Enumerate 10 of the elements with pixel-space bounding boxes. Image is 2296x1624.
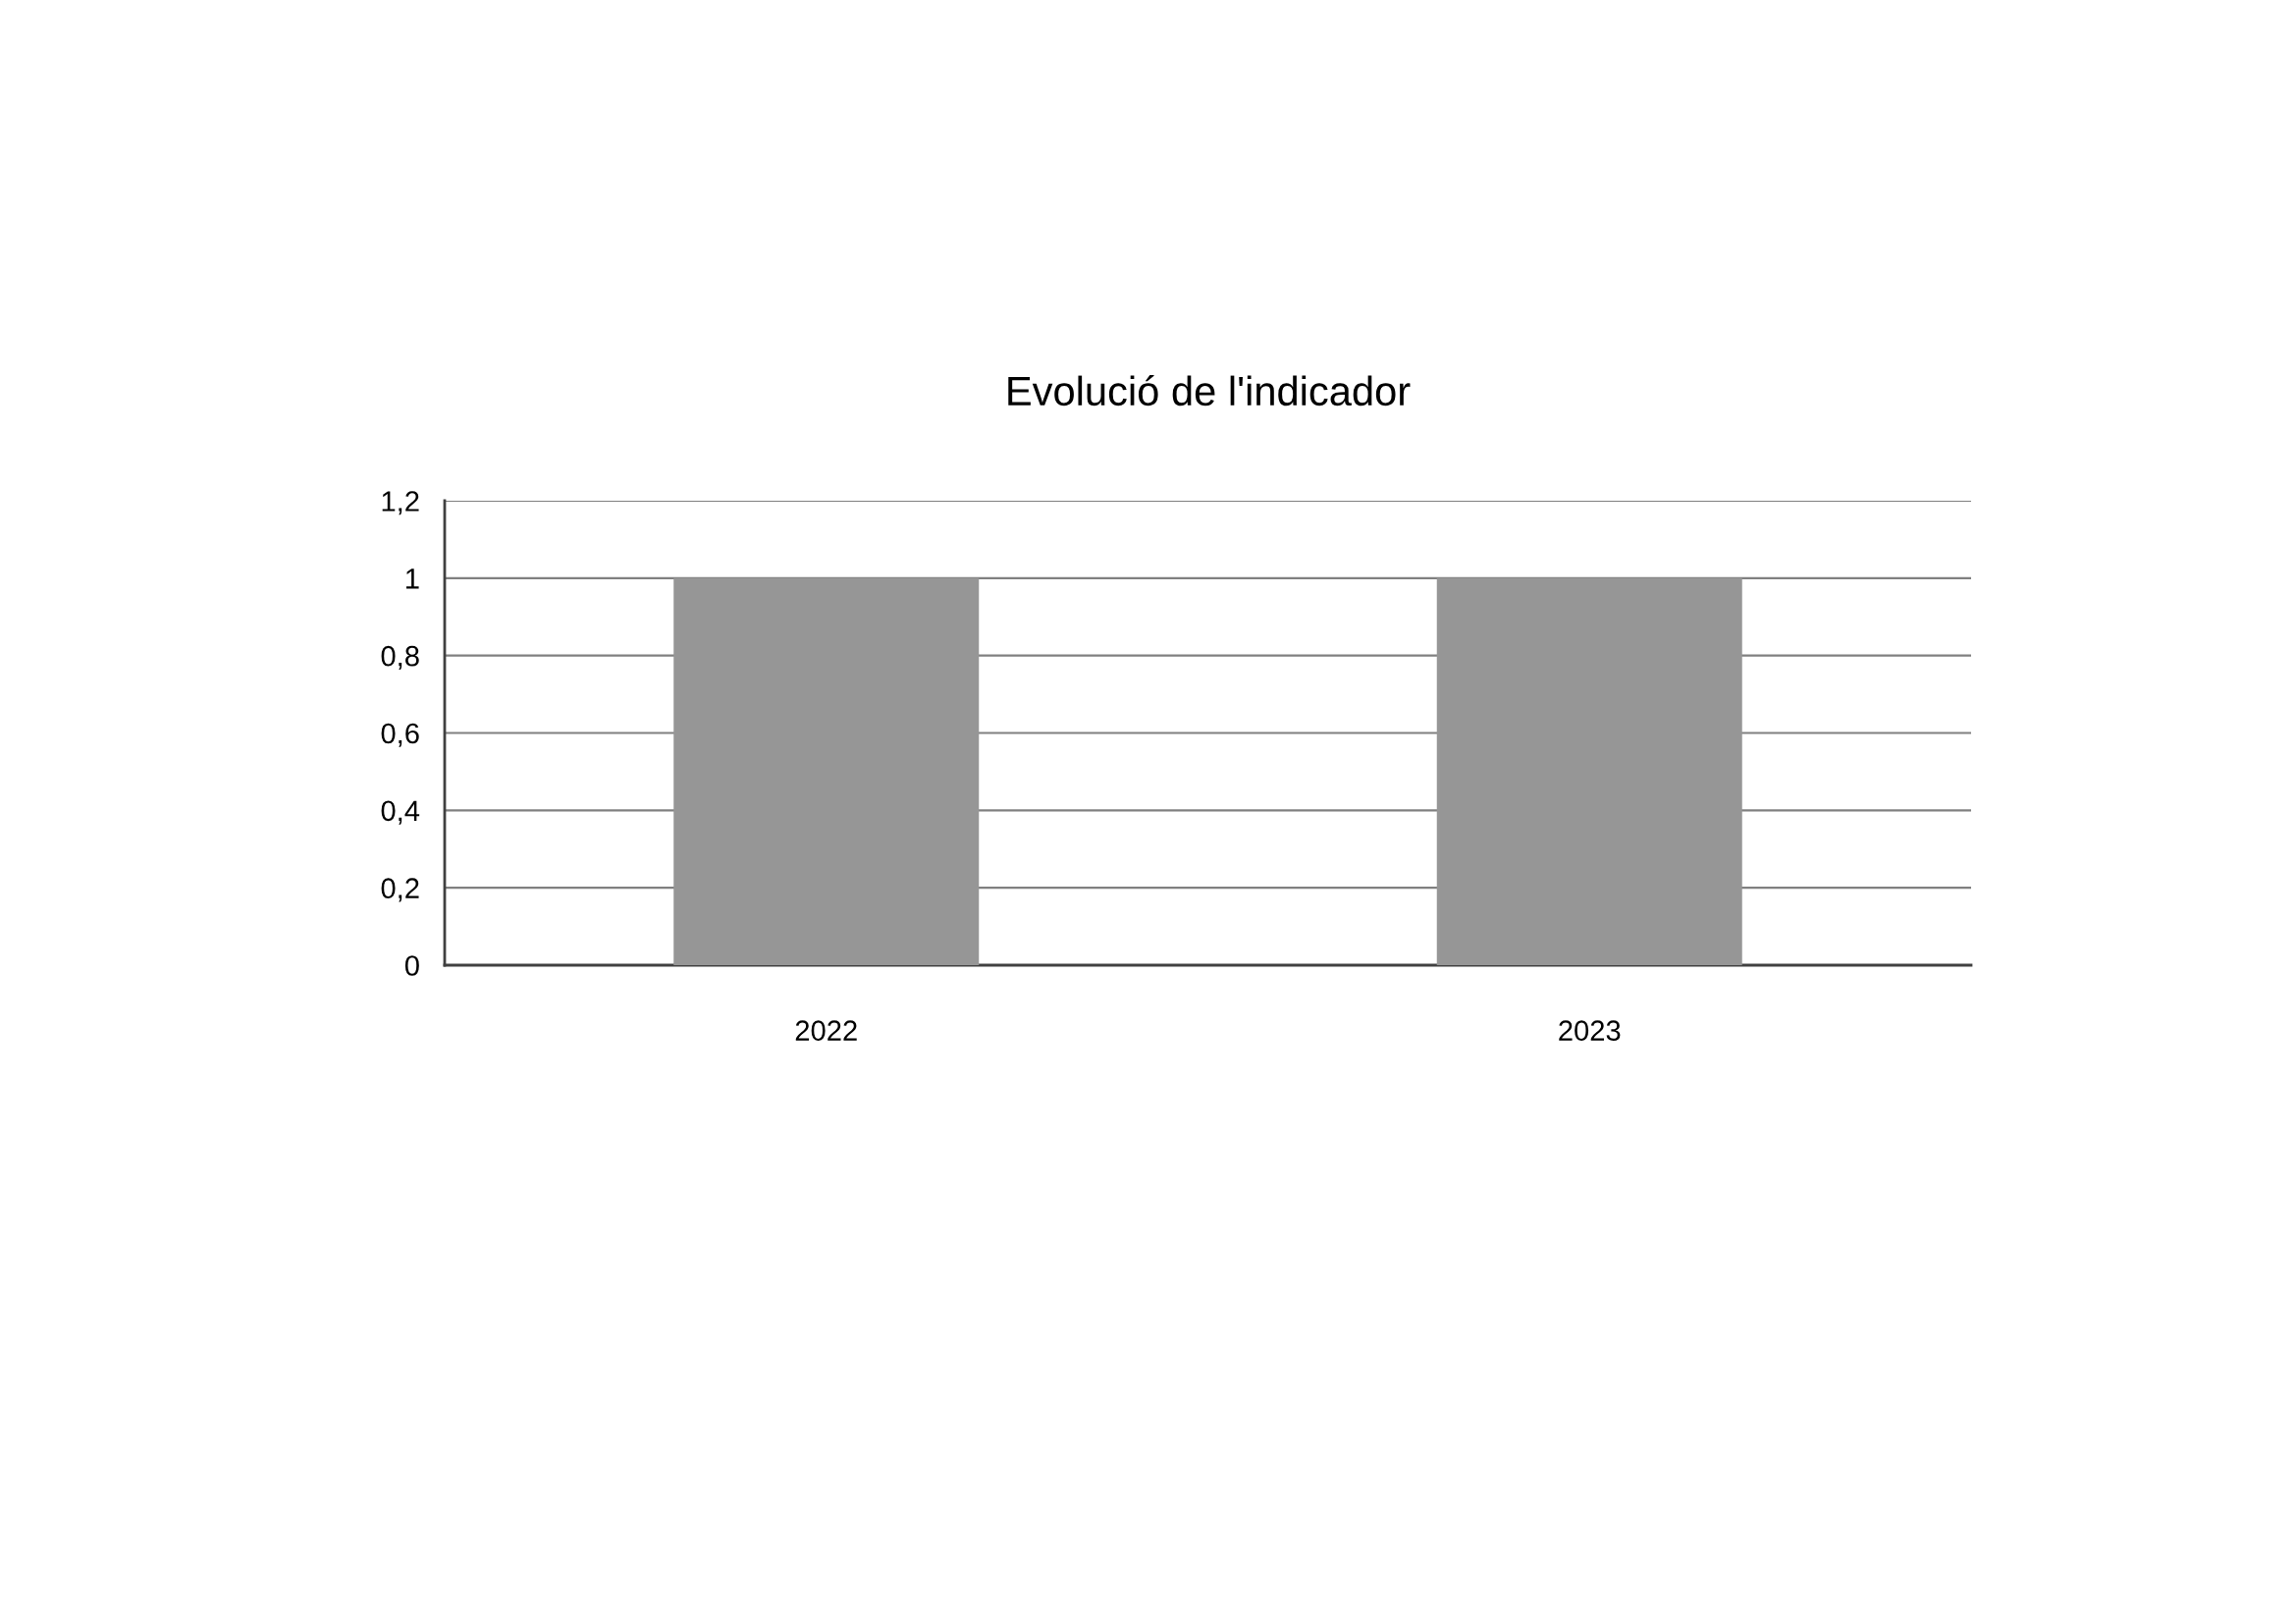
y-tick-label: 0	[404, 955, 419, 976]
x-tick-label: 2023	[1559, 1020, 1621, 1041]
y-tick-label: 0,4	[381, 800, 420, 825]
y-tick-label: 1,2	[382, 491, 419, 515]
y-tick-label: 1	[406, 568, 419, 589]
y-tick-label: 0,2	[381, 878, 419, 902]
chart-title: Evolució de l'indicador	[1008, 375, 1411, 406]
y-tick-label: 0,6	[381, 723, 419, 747]
x-tick-label: 2022	[795, 1020, 857, 1041]
y-tick-label: 0,8	[381, 645, 419, 670]
